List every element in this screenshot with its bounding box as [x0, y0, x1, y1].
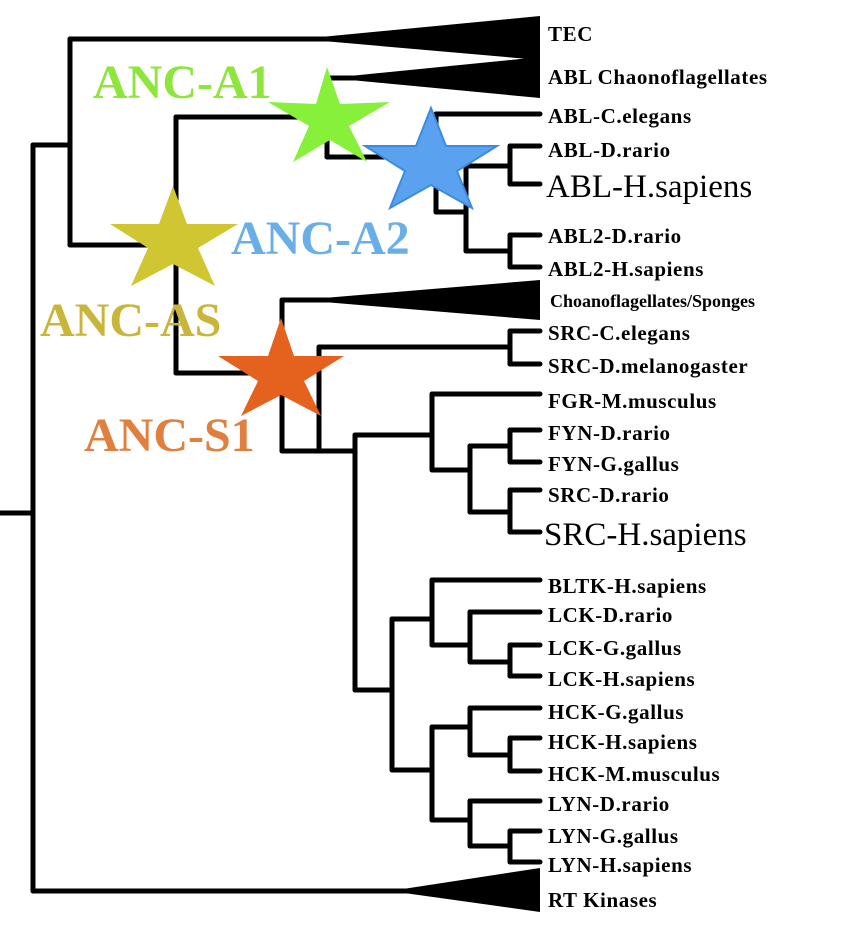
leaf-label-hck-g-gallus: HCK-G.gallus — [548, 700, 684, 724]
leaf-label-bltk-h-sapiens: BLTK-H.sapiens — [548, 574, 707, 598]
leaf-label-abl-h-sapiens: ABL-H.sapiens — [546, 169, 752, 205]
anc-a2-label: ANC-A2 — [231, 212, 410, 265]
leaf-label-lck-d-rario: LCK-D.rario — [548, 603, 673, 627]
leaf-label-abl-d-rario: ABL-D.rario — [548, 138, 671, 162]
leaf-label-choano-sponges: Choanoflagellates/Sponges — [550, 291, 755, 311]
leaf-label-src-d-melanogaster: SRC-D.melanogaster — [548, 354, 748, 378]
leaf-label-lyn-d-rario: LYN-D.rario — [548, 792, 670, 816]
leaf-label-src-d-rario: SRC-D.rario — [548, 483, 670, 507]
leaf-label-hck-m-musculus: HCK-M.musculus — [548, 762, 720, 786]
leaf-label-abl2-d-rario: ABL2-D.rario — [548, 224, 682, 248]
leaf-label-abl2-h-sapiens: ABL2-H.sapiens — [548, 257, 704, 281]
anc-a1-label: ANC-A1 — [93, 56, 272, 109]
ancestor-stars — [110, 67, 501, 416]
anc-s1-star-icon — [218, 318, 344, 416]
rt-kinases-clade-triangle — [390, 868, 540, 912]
collapsed-clades — [300, 16, 540, 912]
leaf-label-rt-kinases: RT Kinases — [548, 888, 657, 912]
leaf-label-fgr-m-musculus: FGR-M.musculus — [548, 389, 717, 413]
abl-choano-clade-triangle — [330, 57, 540, 98]
leaf-label-abl-c-elegans: ABL-C.elegans — [548, 104, 692, 128]
leaf-label-abl-choano: ABL Chaonoflagellates — [548, 65, 768, 89]
leaf-label-fyn-g-gallus: FYN-G.gallus — [548, 452, 679, 476]
tec-clade-triangle — [300, 16, 540, 60]
anc-a1-star-icon — [268, 67, 390, 162]
anc-as-label: ANC-AS — [40, 294, 221, 347]
leaf-labels: TEC ABL Chaonoflagellates ABL-C.elegans … — [544, 22, 768, 912]
anc-a2-star-icon — [361, 105, 501, 211]
leaf-label-lyn-h-sapiens: LYN-H.sapiens — [548, 853, 692, 877]
leaf-label-lck-h-sapiens: LCK-H.sapiens — [548, 667, 695, 691]
leaf-label-src-c-elegans: SRC-C.elegans — [548, 321, 691, 345]
leaf-label-tec: TEC — [548, 22, 593, 46]
anc-s1-label: ANC-S1 — [84, 409, 255, 462]
leaf-label-lyn-g-gallus: LYN-G.gallus — [548, 824, 679, 848]
ancestor-labels: ANC-A1 ANC-A2 ANC-AS ANC-S1 — [40, 56, 410, 462]
leaf-label-src-h-sapiens: SRC-H.sapiens — [544, 517, 747, 553]
leaf-label-hck-h-sapiens: HCK-H.sapiens — [548, 730, 698, 754]
leaf-label-lck-g-gallus: LCK-G.gallus — [548, 636, 682, 660]
leaf-label-fyn-d-rario: FYN-D.rario — [548, 421, 671, 445]
choano-sponges-clade-triangle — [300, 280, 540, 320]
anc-as-star-icon — [110, 186, 238, 286]
